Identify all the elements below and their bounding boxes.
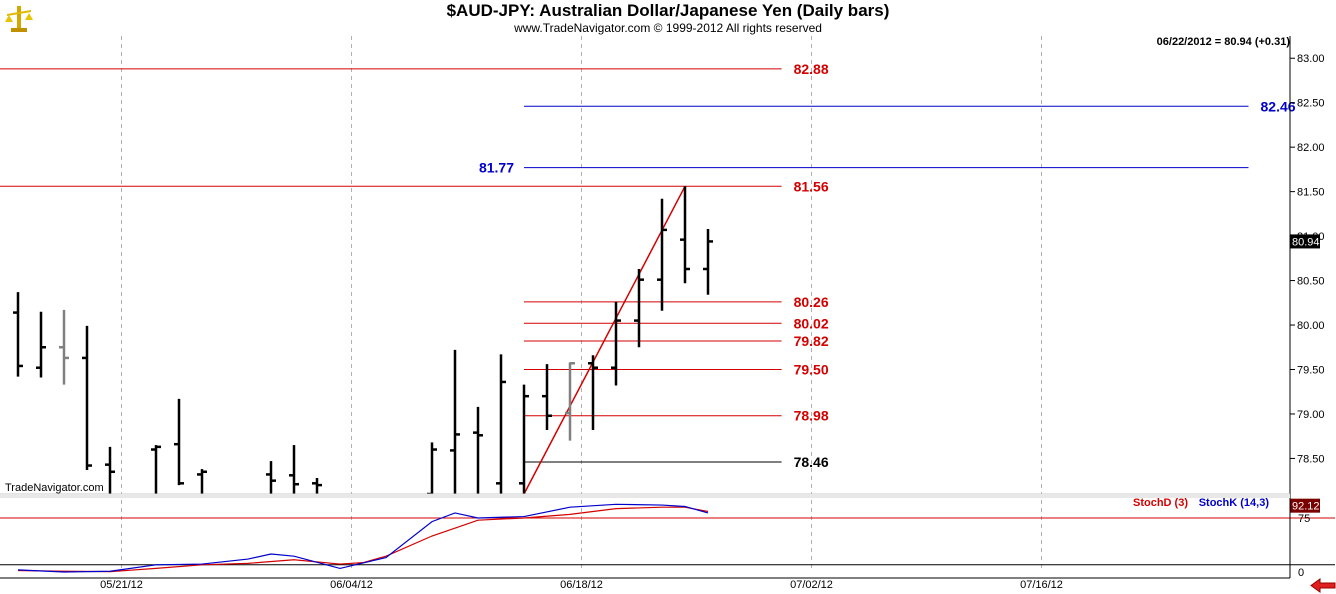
x-tick-label: 05/21/12 — [100, 579, 143, 591]
x-tick-label: 07/16/12 — [1020, 579, 1063, 591]
level-label: 79.50 — [794, 361, 829, 377]
stoch-series-line — [17, 506, 709, 573]
ohlc-bar — [680, 186, 690, 284]
level-label: 81.56 — [794, 178, 829, 194]
last-value-tag — [1290, 234, 1320, 249]
level-label: 79.82 — [794, 333, 829, 349]
chart-title: $AUD-JPY: Australian Dollar/Japanese Yen… — [446, 1, 890, 20]
ohlc-bar — [13, 292, 23, 377]
ohlc-bar — [312, 477, 322, 494]
y-tick-label: 83.00 — [1297, 53, 1325, 65]
stoch-y-tick-label: 75 — [1298, 513, 1310, 525]
ohlc-bar — [588, 355, 598, 430]
ohlc-bar — [289, 445, 299, 494]
ohlc-bar — [82, 325, 92, 470]
ohlc-bar — [657, 198, 667, 311]
ohlc-bar — [427, 442, 437, 496]
ohlc-bar — [565, 362, 575, 441]
x-tick-label: 07/02/12 — [790, 579, 833, 591]
y-tick-label: 80.00 — [1297, 320, 1325, 332]
ohlc-bar — [473, 406, 483, 494]
y-tick-label: 81.50 — [1297, 187, 1325, 199]
stoch-last-value-label: 92.12 — [1292, 501, 1320, 513]
ohlc-bar — [266, 461, 276, 494]
ohlc-bar — [105, 446, 115, 494]
quote-readout: 06/22/2012 = 80.94 (+0.31) — [1157, 36, 1291, 48]
ohlc-bar — [174, 398, 184, 486]
y-tick-label: 78.50 — [1297, 453, 1325, 465]
ohlc-bar — [703, 228, 713, 295]
ohlc-bar — [634, 269, 644, 348]
stoch-series-line — [17, 503, 709, 573]
level-label: 81.77 — [479, 160, 514, 176]
level-label: 80.26 — [794, 294, 829, 310]
scales-icon[interactable] — [3, 2, 35, 34]
pane-divider-band — [0, 494, 1290, 498]
ohlc-bar — [151, 445, 161, 494]
last-value-label: 80.94 — [1292, 236, 1320, 248]
back-arrow-icon[interactable] — [1310, 577, 1336, 594]
legend-stochk: StochK (14,3) — [1199, 497, 1270, 509]
ohlc-bar — [59, 309, 69, 385]
y-tick-label: 79.50 — [1297, 364, 1325, 376]
level-label: 78.98 — [794, 408, 829, 424]
ohlc-bar — [450, 349, 460, 494]
x-tick-label: 06/04/12 — [330, 579, 373, 591]
legend-stochd: StochD (3) — [1133, 497, 1188, 509]
watermark-label: TradeNavigator.com — [5, 482, 104, 494]
y-tick-label: 82.50 — [1297, 98, 1325, 110]
ohlc-bar — [197, 469, 207, 494]
y-tick-label: 79.00 — [1297, 409, 1325, 421]
ohlc-bar — [36, 311, 46, 378]
ohlc-bar — [496, 354, 506, 494]
ohlc-bar — [611, 301, 621, 386]
level-label: 82.46 — [1261, 98, 1296, 114]
level-label: 78.46 — [794, 454, 829, 470]
copyright-subtitle: www.TradeNavigator.com © 1999-2012 All r… — [514, 21, 822, 35]
trend-line — [523, 185, 686, 495]
stoch-y-tick-label: 0 — [1298, 567, 1304, 579]
level-label: 80.02 — [794, 315, 829, 331]
ohlc-bar — [542, 364, 552, 430]
stoch-last-value-tag — [1290, 498, 1320, 513]
y-tick-label: 80.50 — [1297, 276, 1325, 288]
level-label: 82.88 — [794, 61, 829, 77]
ohlc-bar — [519, 384, 529, 494]
x-tick-label: 06/18/12 — [560, 579, 603, 591]
y-tick-label: 82.00 — [1297, 142, 1325, 154]
